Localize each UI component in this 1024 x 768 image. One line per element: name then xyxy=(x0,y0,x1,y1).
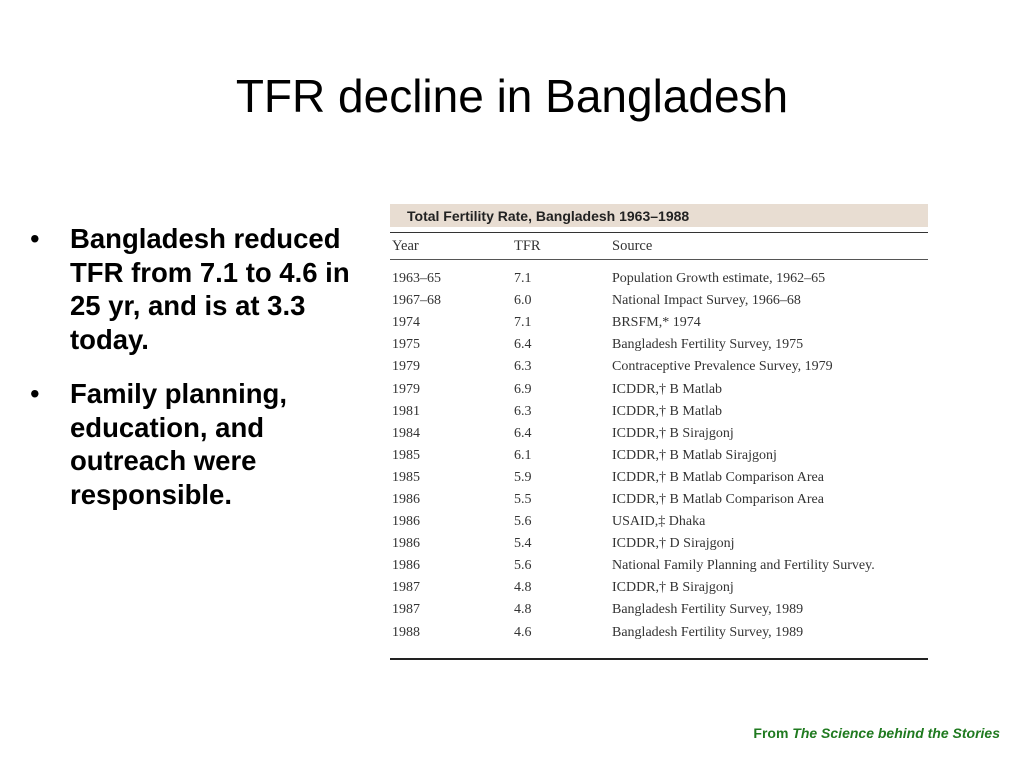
cell-tfr: 4.8 xyxy=(514,602,532,618)
bullet-text: Bangladesh reduced TFR from 7.1 to 4.6 i… xyxy=(70,223,350,355)
cell-year: 1975 xyxy=(392,337,420,353)
cell-year: 1981 xyxy=(392,403,420,419)
cell-source: Bangladesh Fertility Survey, 1975 xyxy=(612,337,804,353)
cell-source: ICDDR,† B Matlab Comparison Area xyxy=(612,469,824,485)
cell-tfr: 5.4 xyxy=(514,536,532,552)
cell-year: 1988 xyxy=(392,624,420,640)
table-row: 1967–68 6.0 National Impact Survey, 1966–6… xyxy=(390,290,928,312)
table-row: 1986 5.6 National Family Planning and Fert… xyxy=(390,555,928,577)
cell-year: 1985 xyxy=(392,447,420,463)
table-row: 1975 6.4 Bangladesh Fertility Survey, 1975 xyxy=(390,334,928,356)
table-row: 1987 4.8 ICDDR,† B Sirajgonj xyxy=(390,577,928,599)
table-body: 1963–65 7.1 Population Growth estimate, 19… xyxy=(390,260,928,644)
table-bottom-rule xyxy=(390,657,928,661)
cell-tfr: 6.4 xyxy=(514,425,532,441)
table-row: 1981 6.3 ICDDR,† B Matlab xyxy=(390,401,928,423)
cell-source: Population Growth estimate, 1962–65 xyxy=(612,271,826,287)
credit-prefix: From xyxy=(753,725,789,741)
cell-year: 1986 xyxy=(392,558,420,574)
cell-tfr: 6.9 xyxy=(514,381,532,397)
cell-year: 1986 xyxy=(392,514,420,530)
table-row: 1986 5.5 ICDDR,† B Matlab Comparison Area xyxy=(390,489,928,511)
cell-source: BRSFM,* 1974 xyxy=(612,315,701,331)
bullet-dot-icon: • xyxy=(30,223,40,254)
table-row: 1974 7.1 BRSFM,* 1974 xyxy=(390,312,928,334)
cell-source: National Impact Survey, 1966–68 xyxy=(612,293,801,309)
cell-source: ICDDR,† B Matlab xyxy=(612,403,723,419)
bullet-list: • Bangladesh reduced TFR from 7.1 to 4.6… xyxy=(28,222,358,532)
header-tfr: TFR xyxy=(514,237,541,254)
cell-year: 1985 xyxy=(392,469,420,485)
cell-tfr: 4.8 xyxy=(514,580,532,596)
cell-year: 1979 xyxy=(392,359,420,375)
table-top-rule xyxy=(390,232,928,233)
cell-tfr: 7.1 xyxy=(514,315,532,331)
cell-source: National Family Planning and Fertility S… xyxy=(612,558,875,574)
bullet-text: Family planning, education, and outreach… xyxy=(70,378,287,510)
cell-tfr: 5.9 xyxy=(514,469,532,485)
cell-tfr: 6.1 xyxy=(514,447,532,463)
cell-year: 1984 xyxy=(392,425,420,441)
cell-year: 1979 xyxy=(392,381,420,397)
cell-year: 1974 xyxy=(392,315,420,331)
table-row: 1985 5.9 ICDDR,† B Matlab Comparison Area xyxy=(390,467,928,489)
cell-source: ICDDR,† B Matlab xyxy=(612,381,723,397)
header-source: Source xyxy=(612,237,653,254)
cell-source: Bangladesh Fertility Survey, 1989 xyxy=(612,602,804,618)
table-header-row: Year TFR Source xyxy=(390,233,928,260)
bullet-item: • Family planning, education, and outrea… xyxy=(28,377,358,511)
source-credit: From The Science behind the Stories xyxy=(753,725,1000,741)
cell-year: 1986 xyxy=(392,491,420,507)
slide-title: TFR decline in Bangladesh xyxy=(235,70,789,122)
table-row: 1986 5.6 USAID,‡ Dhaka xyxy=(390,511,928,533)
cell-tfr: 6.0 xyxy=(514,293,532,309)
cell-tfr: 6.3 xyxy=(514,403,532,419)
table-row: 1979 6.9 ICDDR,† B Matlab xyxy=(390,378,928,400)
table-row: 1984 6.4 ICDDR,† B Sirajgonj xyxy=(390,423,928,445)
table-row: 1986 5.4 ICDDR,† D Sirajgonj xyxy=(390,533,928,555)
cell-tfr: 7.1 xyxy=(514,271,532,287)
credit-source: The Science behind the Stories xyxy=(792,725,1000,741)
bullet-item: • Bangladesh reduced TFR from 7.1 to 4.6… xyxy=(28,222,358,356)
cell-source: Contraceptive Prevalence Survey, 1979 xyxy=(612,359,833,375)
table-row: 1985 6.1 ICDDR,† B Matlab Sirajgonj xyxy=(390,445,928,467)
bullet-dot-icon: • xyxy=(30,378,40,409)
fertility-table: Year TFR Source 1963–65 7.1 Population Gro… xyxy=(390,233,928,644)
cell-tfr: 4.6 xyxy=(514,624,532,640)
cell-tfr: 5.6 xyxy=(514,514,532,530)
cell-source: USAID,‡ Dhaka xyxy=(612,514,706,530)
cell-tfr: 6.4 xyxy=(514,337,532,353)
table-row: 1963–65 7.1 Population Growth estimate, 19… xyxy=(390,260,928,291)
cell-source: Bangladesh Fertility Survey, 1989 xyxy=(612,624,804,640)
cell-year: 1967–68 xyxy=(392,293,441,309)
cell-tfr: 5.5 xyxy=(514,491,532,507)
table-row: 1988 4.6 Bangladesh Fertility Survey, 1989 xyxy=(390,622,928,644)
fertility-table-figure: Total Fertility Rate, Bangladesh 1963–19… xyxy=(390,204,928,661)
cell-source: ICDDR,† B Sirajgonj xyxy=(612,425,734,441)
cell-year: 1963–65 xyxy=(392,271,441,287)
cell-source: ICDDR,† B Matlab Sirajgonj xyxy=(612,447,777,463)
cell-source: ICDDR,† B Matlab Comparison Area xyxy=(612,491,824,507)
table-caption: Total Fertility Rate, Bangladesh 1963–19… xyxy=(390,204,928,227)
cell-tfr: 5.6 xyxy=(514,558,532,574)
cell-year: 1987 xyxy=(392,580,420,596)
cell-year: 1987 xyxy=(392,602,420,618)
cell-year: 1986 xyxy=(392,536,420,552)
table-row: 1979 6.3 Contraceptive Prevalence Survey, … xyxy=(390,356,928,378)
cell-source: ICDDR,† D Sirajgonj xyxy=(612,536,735,552)
header-year: Year xyxy=(392,237,419,254)
table-row: 1987 4.8 Bangladesh Fertility Survey, 1989 xyxy=(390,599,928,621)
cell-tfr: 6.3 xyxy=(514,359,532,375)
cell-source: ICDDR,† B Sirajgonj xyxy=(612,580,734,596)
